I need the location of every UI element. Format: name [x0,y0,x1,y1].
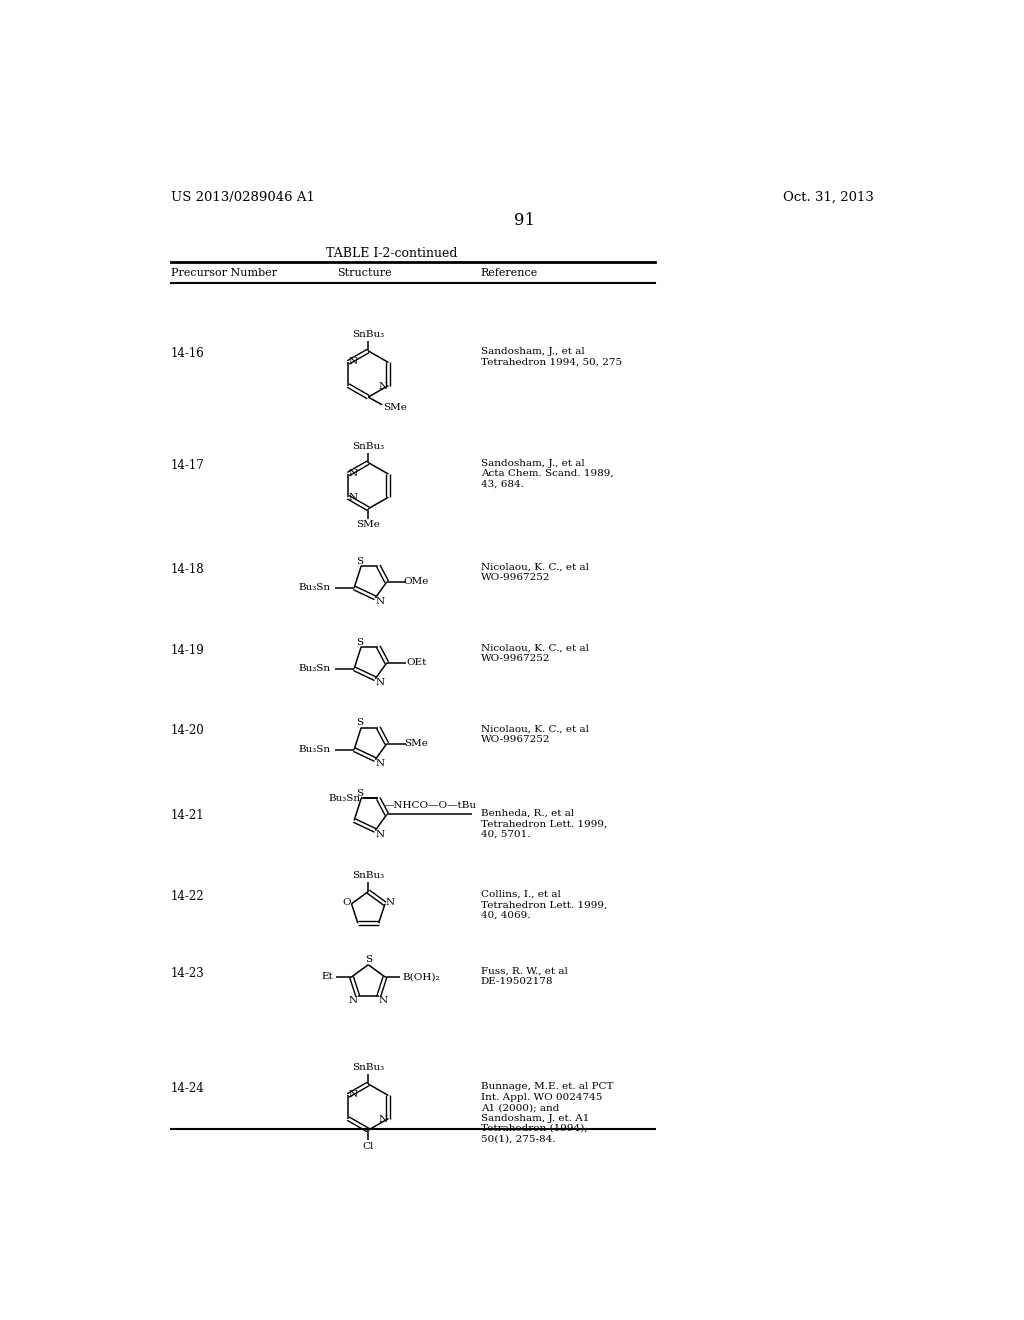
Text: Structure: Structure [337,268,392,277]
Text: N: N [376,597,385,606]
Text: Precursor Number: Precursor Number [171,268,276,277]
Text: Oct. 31, 2013: Oct. 31, 2013 [783,191,873,203]
Text: SnBu₃: SnBu₃ [352,871,384,880]
Text: S: S [356,638,364,647]
Text: SMe: SMe [404,739,428,748]
Text: SnBu₃: SnBu₃ [352,1064,384,1072]
Text: N: N [379,1115,387,1123]
Text: Sandosham, J., et al
Acta Chem. Scand. 1989,
43, 684.: Sandosham, J., et al Acta Chem. Scand. 1… [480,459,613,488]
Text: Bu₃Sn: Bu₃Sn [299,744,331,754]
Text: 14-19: 14-19 [171,644,205,656]
Text: 14-18: 14-18 [171,562,204,576]
Text: 14-21: 14-21 [171,809,204,822]
Text: N: N [379,995,388,1005]
Text: Cl: Cl [362,1142,374,1151]
Text: Bu₃Sn: Bu₃Sn [329,793,360,803]
Text: S: S [356,557,364,566]
Text: 14-17: 14-17 [171,459,205,471]
Text: SnBu₃: SnBu₃ [352,442,384,451]
Text: Et: Et [322,973,333,982]
Text: N: N [379,381,387,391]
Text: SnBu₃: SnBu₃ [352,330,384,339]
Text: —NHCO—O—tBu: —NHCO—O—tBu [384,801,477,810]
Text: Reference: Reference [480,268,538,277]
Text: TABLE I-2-continued: TABLE I-2-continued [326,247,458,260]
Text: Nicolaou, K. C., et al
WO-9967252: Nicolaou, K. C., et al WO-9967252 [480,562,589,582]
Text: N: N [349,494,358,503]
Text: Bu₃Sn: Bu₃Sn [299,664,331,673]
Text: Fuss, R. W., et al
DE-19502178: Fuss, R. W., et al DE-19502178 [480,966,567,986]
Text: S: S [365,954,372,964]
Text: Nicolaou, K. C., et al
WO-9967252: Nicolaou, K. C., et al WO-9967252 [480,725,589,743]
Text: SMe: SMe [356,520,380,529]
Text: N: N [349,469,358,478]
Text: Benheda, R., et al
Tetrahedron Lett. 1999,
40, 5701.: Benheda, R., et al Tetrahedron Lett. 199… [480,809,607,838]
Text: Bunnage, M.E. et. al PCT
Int. Appl. WO 0024745
A1 (2000); and
Sandosham, J. et. : Bunnage, M.E. et. al PCT Int. Appl. WO 0… [480,1082,613,1143]
Text: 14-24: 14-24 [171,1082,205,1096]
Text: 14-20: 14-20 [171,725,205,738]
Text: S: S [356,789,364,799]
Text: S: S [356,718,364,727]
Text: N: N [376,759,385,768]
Text: N: N [376,830,385,838]
Text: 14-16: 14-16 [171,347,205,360]
Text: Nicolaou, K. C., et al
WO-9967252: Nicolaou, K. C., et al WO-9967252 [480,644,589,663]
Text: 14-22: 14-22 [171,890,204,903]
Text: Bu₃Sn: Bu₃Sn [299,583,331,593]
Text: N: N [376,678,385,688]
Text: O: O [343,898,351,907]
Text: OMe: OMe [403,577,429,586]
Text: 91: 91 [514,213,536,230]
Text: B(OH)₂: B(OH)₂ [402,973,439,982]
Text: N: N [385,898,394,907]
Text: N: N [348,995,357,1005]
Text: 14-23: 14-23 [171,966,205,979]
Text: OEt: OEt [407,659,426,667]
Text: Sandosham, J., et al
Tetrahedron 1994, 50, 275: Sandosham, J., et al Tetrahedron 1994, 5… [480,347,622,367]
Text: SMe: SMe [383,404,407,412]
Text: Collins, I., et al
Tetrahedron Lett. 1999,
40, 4069.: Collins, I., et al Tetrahedron Lett. 199… [480,890,607,920]
Text: N: N [349,1090,358,1100]
Text: N: N [349,358,358,366]
Text: US 2013/0289046 A1: US 2013/0289046 A1 [171,191,314,203]
